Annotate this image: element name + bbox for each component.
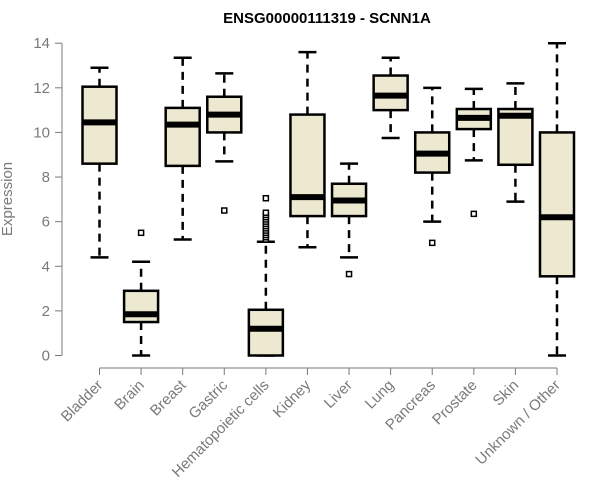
x-tick-label: Liver bbox=[321, 377, 356, 412]
y-tick-label: 4 bbox=[42, 258, 50, 275]
box-group-gastric bbox=[206, 72, 243, 214]
y-tick-label: 8 bbox=[42, 169, 50, 186]
box bbox=[164, 106, 201, 168]
box-group-skin bbox=[497, 82, 534, 203]
box-group-breast bbox=[164, 56, 201, 241]
box-group-hematopoietic-cells bbox=[247, 194, 285, 357]
box-group-lung bbox=[372, 56, 409, 140]
box-group-unknown-other bbox=[538, 41, 576, 357]
outlier-point bbox=[262, 209, 270, 216]
x-tick-label: Bladder bbox=[58, 377, 107, 426]
box-group-liver bbox=[330, 162, 368, 278]
box bbox=[538, 131, 576, 278]
x-tick-label: Lung bbox=[362, 377, 398, 413]
outlier-point bbox=[137, 229, 145, 237]
box-group-brain bbox=[122, 229, 160, 357]
box-group-kidney bbox=[289, 50, 326, 249]
outlier-point bbox=[345, 270, 353, 278]
chart-title: ENSG00000111319 - SCNN1A bbox=[223, 10, 431, 27]
x-tick-label: Brain bbox=[111, 377, 148, 414]
y-tick-label: 14 bbox=[33, 35, 50, 52]
outlier-point bbox=[221, 207, 228, 214]
box-group-prostate bbox=[455, 87, 493, 218]
box-group-pancreas bbox=[413, 86, 451, 247]
y-axis-label: Expression bbox=[0, 162, 16, 236]
outlier-point bbox=[262, 194, 270, 202]
x-tick-label: Breast bbox=[147, 376, 190, 419]
x-tick-label: Prostate bbox=[429, 377, 481, 429]
y-tick-label: 12 bbox=[33, 80, 50, 97]
outlier-point bbox=[428, 239, 436, 247]
boxes bbox=[81, 41, 576, 357]
x-tick-label: Kidney bbox=[270, 376, 315, 421]
outlier-point bbox=[470, 210, 478, 218]
y-tick-label: 2 bbox=[42, 303, 50, 320]
y-tick-label: 10 bbox=[33, 124, 50, 141]
box bbox=[247, 308, 285, 357]
box bbox=[289, 113, 326, 218]
y-axis: 0 2 4 6 8 10 12 14 bbox=[33, 35, 63, 365]
y-tick-label: 6 bbox=[42, 214, 50, 231]
x-tick-label: Skin bbox=[490, 377, 523, 410]
box bbox=[122, 289, 160, 324]
y-tick-label: 0 bbox=[42, 348, 50, 365]
box-group-bladder bbox=[81, 66, 118, 259]
